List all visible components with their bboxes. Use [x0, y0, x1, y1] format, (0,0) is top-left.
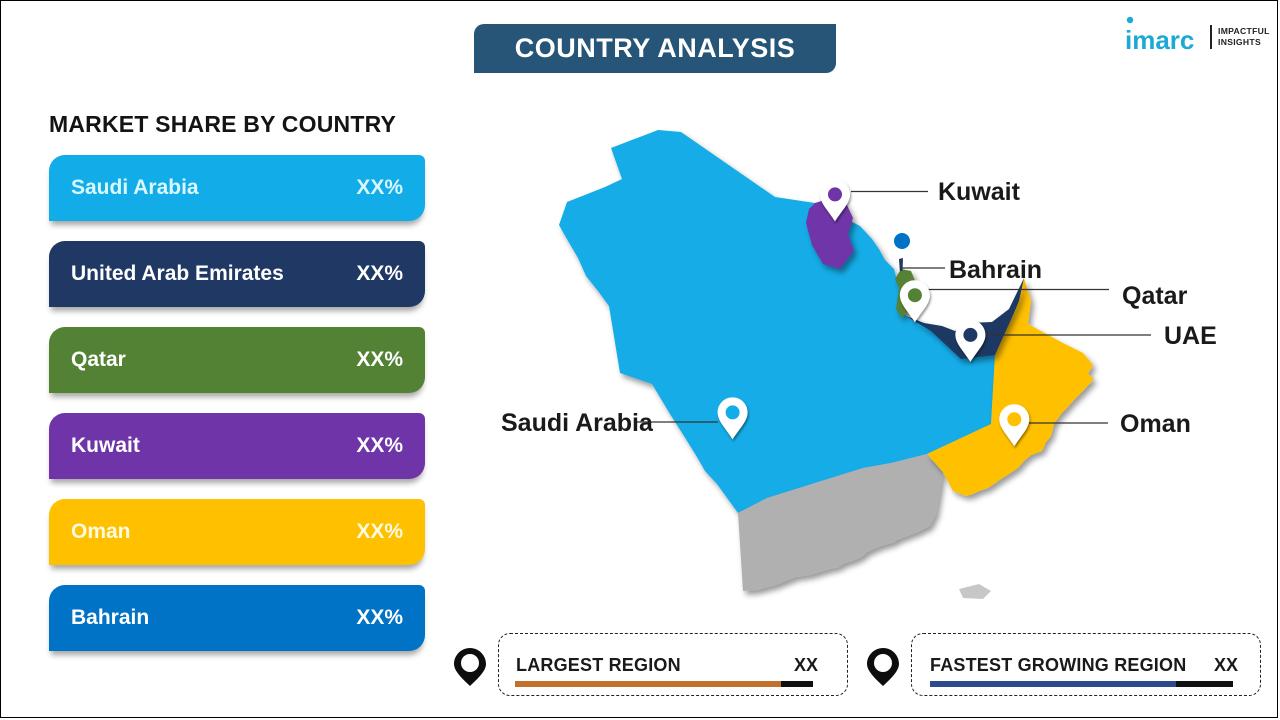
svg-text:Bahrain: Bahrain — [949, 256, 1042, 284]
svg-text:Oman: Oman — [1120, 410, 1191, 438]
svg-text:UAE: UAE — [1164, 322, 1217, 350]
svg-text:Saudi Arabia: Saudi Arabia — [501, 409, 654, 437]
svg-text:Qatar: Qatar — [1122, 282, 1188, 310]
svg-text:Kuwait: Kuwait — [938, 178, 1021, 206]
